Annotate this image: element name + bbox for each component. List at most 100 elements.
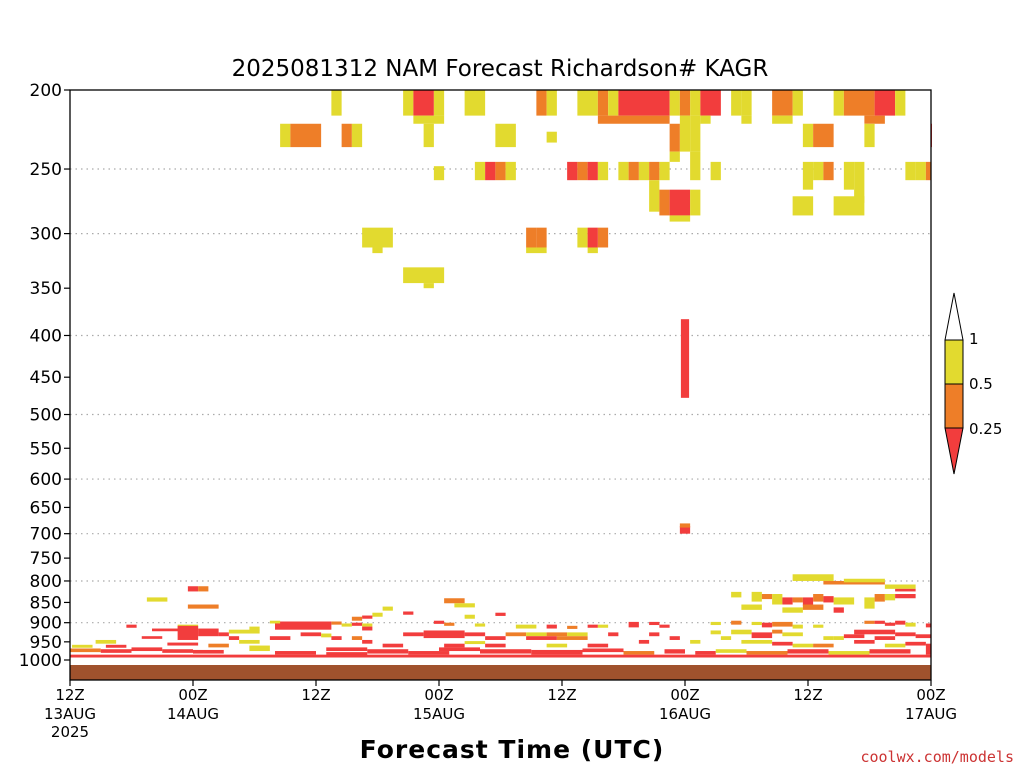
cell-130 [362,623,373,627]
y-tick-label-800: 800 [30,572,62,592]
cell-47 [485,161,496,181]
cell-194 [444,643,465,648]
cell-184 [505,632,527,637]
y-tick-label-400: 400 [30,326,62,346]
cell-169 [167,642,199,646]
cell-13 [690,90,701,116]
cell-3 [433,90,445,116]
x-tick-label-0: 12Z [55,686,84,704]
cell-46 [474,161,486,181]
cell-220 [925,643,931,655]
cell-21 [874,90,896,116]
cell-120 [403,611,414,615]
cell-1 [403,90,414,116]
cell-175 [321,633,332,638]
cell-81 [587,227,598,248]
cell-114 [741,604,762,610]
cell-119 [372,612,383,617]
cell-176 [331,636,342,640]
y-tick-label-350: 350 [30,279,62,299]
cell-149 [813,624,824,628]
plot-frame [69,89,932,681]
x-tick-label-5: 00Z [670,686,699,704]
cell-201 [720,636,732,640]
cell-110 [864,597,875,609]
cell-100 [731,591,742,598]
cell-28 [864,115,885,124]
cell-107 [813,594,824,602]
cell-67 [925,161,931,181]
cell-186 [546,632,568,637]
cell-14 [700,90,721,116]
cell-88 [679,523,691,528]
y-tick-label-250: 250 [30,160,62,180]
cell-33 [423,123,434,148]
cell-131 [362,626,373,631]
cell-65 [905,161,916,181]
cell-241 [828,651,870,655]
cell-143 [710,621,721,626]
cell-202 [731,629,752,635]
cell-204 [772,629,783,634]
cell-63 [843,161,855,190]
cell-179 [382,643,404,648]
cell-76 [372,247,383,254]
cell-166 [95,639,117,644]
cell-134 [474,623,486,627]
cell-51 [577,161,588,181]
x-tick-label-6: 12Z [793,686,822,704]
x-tick-label-1: 00Z [178,686,207,704]
cell-70 [669,189,691,216]
cell-53 [597,161,609,181]
cell-218 [884,643,906,648]
cell-140 [628,621,639,628]
cell-147 [772,621,793,627]
cell-190 [608,632,619,637]
cell-205 [782,632,803,637]
cell-98 [444,598,465,604]
cell-94 [187,586,199,592]
cell-20 [843,90,875,116]
cell-80 [577,227,588,248]
cell-111 [874,594,885,602]
cell-178 [362,639,373,644]
cell-216 [915,634,931,639]
cell-221 [70,648,101,653]
cell-52 [587,161,598,181]
cell-85 [423,283,434,289]
cell-200 [710,630,721,635]
cell-34 [495,123,516,148]
cell-108 [823,596,834,603]
cell-164 [228,636,240,640]
cell-105 [792,597,803,603]
cell-9 [608,90,619,116]
cell-208 [792,643,814,648]
cell-23 [413,115,445,124]
cell-45 [433,166,445,181]
cell-106 [802,597,814,606]
cell-43 [669,151,680,162]
x-tick-label-7: 00Z [916,686,945,704]
cell-234 [582,648,624,653]
cell-155 [925,623,931,628]
cell-225 [193,649,224,654]
cell-217 [854,639,875,644]
y-tick-label-700: 700 [30,525,62,545]
cell-29 [280,123,291,148]
legend-level-2: 0.25 [969,420,1002,438]
cell-231 [439,647,480,652]
cell-132 [433,620,445,624]
cell-170 [208,643,229,648]
cell-165 [141,636,163,639]
y-tick-label-750: 750 [30,549,62,569]
y-axis: 200 250 300 350 400 450 500 550 600 650 700 750 8008… [19,81,70,671]
cell-69 [659,189,670,216]
x-tick-date-1: 14AUG [167,705,219,723]
cell-192 [669,636,680,640]
cell-58 [659,161,670,181]
cell-24 [597,115,670,124]
cell-90 [823,580,885,585]
cell-64 [854,161,865,203]
cell-198 [587,643,609,648]
cell-35 [546,131,557,143]
